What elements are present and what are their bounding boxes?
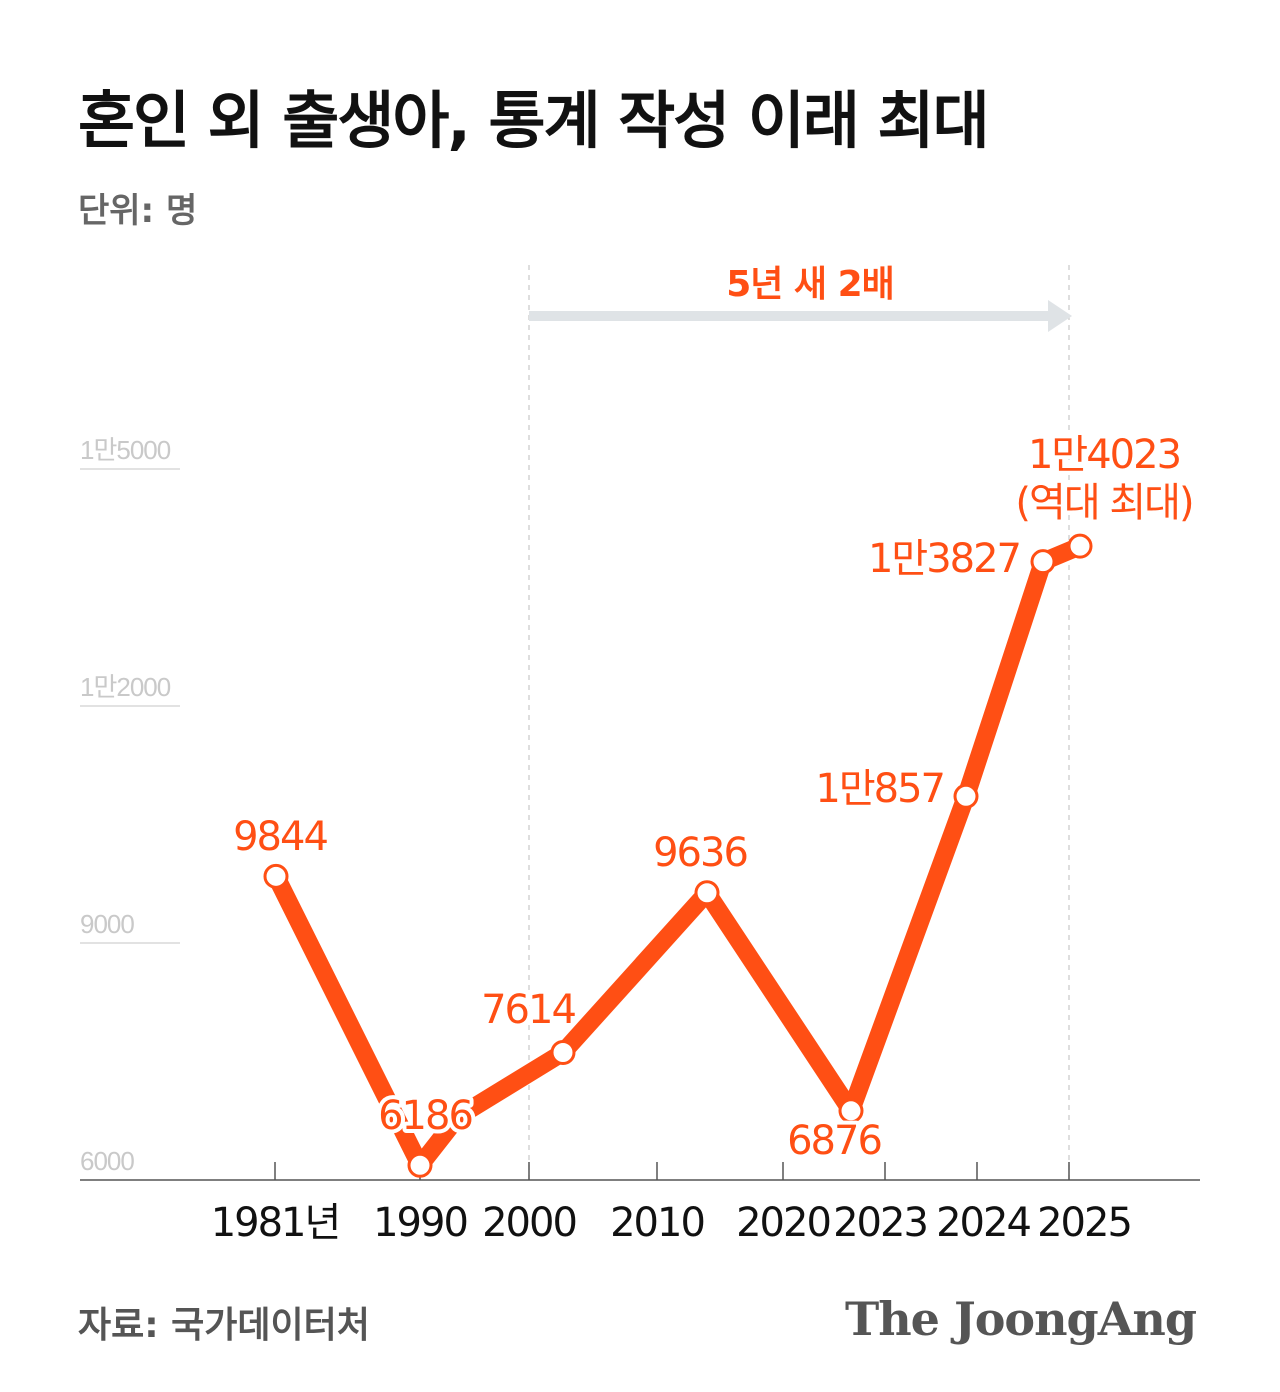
data-label: 9844 [233, 814, 327, 860]
period-annotation-text: 5년 새 2배 [726, 264, 894, 305]
publisher-logo: The JoongAng [845, 1292, 1197, 1346]
y-tick-label: 6000 [80, 1146, 134, 1176]
x-tick-label: 2024 [936, 1200, 1030, 1246]
data-label: 9636 [653, 830, 747, 876]
data-point [838, 1098, 864, 1124]
x-tick-label: 2023 [833, 1200, 927, 1246]
y-tick-label: 1만5000 [80, 435, 171, 465]
x-tick-label: 2020 [736, 1200, 830, 1246]
data-point [1030, 549, 1056, 575]
data-label: 1만857 [815, 766, 944, 812]
y-tick-label: 1만2000 [80, 672, 171, 702]
x-tick-label: 2025 [1037, 1200, 1131, 1246]
data-label: 1만3827 [868, 536, 1020, 582]
chart-title: 혼인 외 출생아, 통계 작성 이래 최대 [78, 84, 990, 157]
data-label: 6186 [378, 1093, 472, 1139]
data-point [1067, 533, 1093, 559]
data-labels: 9844 6186 7614 9636 6876 1만857 1만3827 1만4023(역대… [229, 428, 1198, 1168]
x-tick-label: 1981년 [211, 1200, 340, 1246]
x-tick-label: 2010 [610, 1200, 704, 1246]
x-tick-label: 1990 [373, 1200, 467, 1246]
data-label-note: (역대 최대) [1015, 480, 1192, 526]
y-tick-label: 9000 [80, 909, 134, 939]
x-tick-label: 2000 [482, 1200, 576, 1246]
source-note: 자료: 국가데이터처 [78, 1305, 370, 1346]
x-axis: 1981년 1990 2000 2010 2020 2023 2024 2025 [80, 1162, 1200, 1246]
data-points [263, 533, 1093, 1178]
data-point [550, 1039, 576, 1065]
y-axis: 6000 9000 1만2000 1만5000 [80, 435, 180, 1176]
data-label: 7614 [481, 987, 575, 1033]
period-arrow-head [1048, 300, 1072, 332]
data-label: 1만4023 [1028, 432, 1180, 478]
period-annotation: 5년 새 2배 [528, 264, 1072, 1180]
data-point [694, 880, 720, 906]
data-point [953, 783, 979, 809]
data-point [407, 1152, 433, 1178]
data-point [263, 863, 289, 889]
unit-label: 단위: 명 [78, 191, 198, 231]
data-label: 6876 [787, 1118, 881, 1164]
